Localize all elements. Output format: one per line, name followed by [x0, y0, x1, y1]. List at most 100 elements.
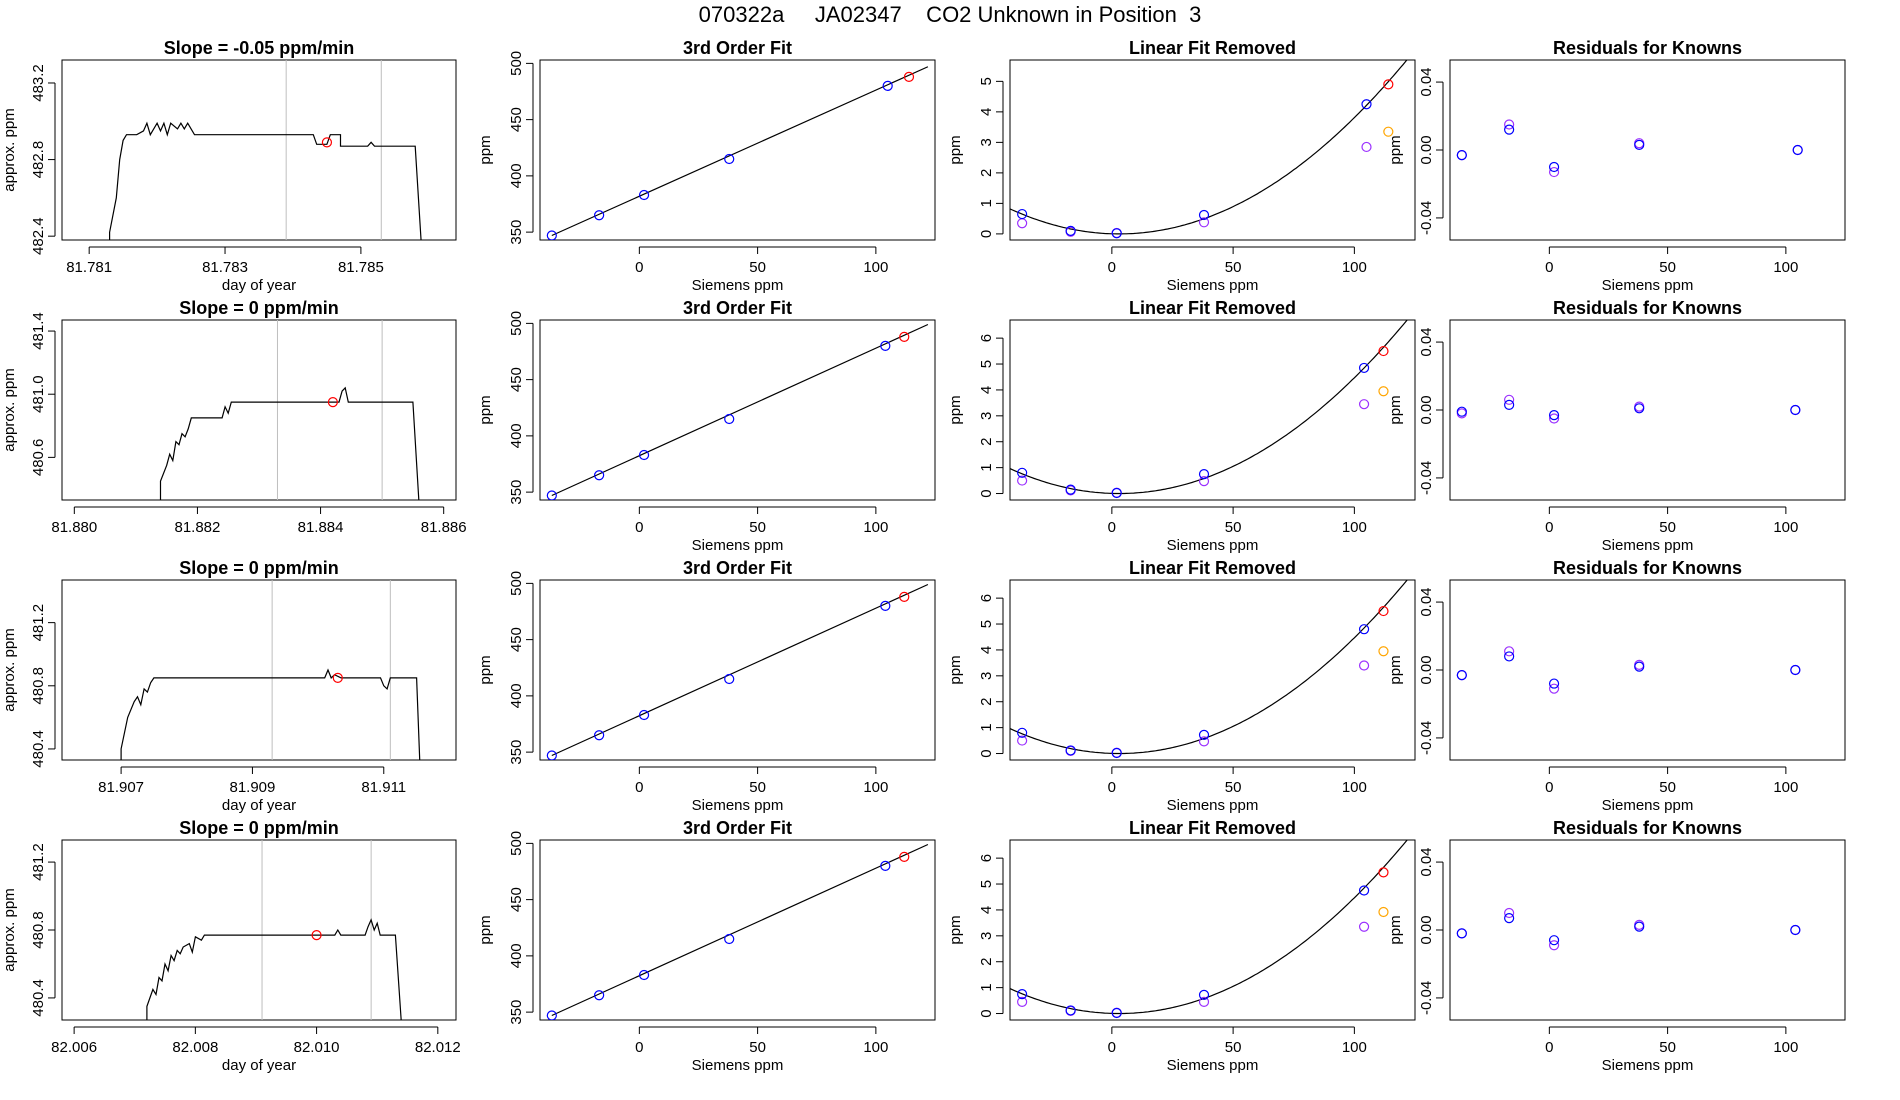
y-axis-label: ppm [947, 135, 964, 164]
x-tick-label: 50 [749, 519, 766, 536]
y-tick-label: 500 [508, 831, 525, 856]
panel-3-4: Residuals for Knowns 0 50 100 Siemens ppm -0.… [1387, 558, 1846, 814]
panel-2-2: 3rd Order Fit 0 50 100 Siemens ppm 350 400 450 5… [477, 298, 936, 554]
unknown-point [899, 331, 910, 342]
panel-title: Linear Fit Removed [1129, 38, 1296, 58]
y-tick-label: 4 [978, 906, 995, 914]
x-tick-label: 100 [863, 259, 888, 276]
y-tick-label: 483.2 [30, 64, 47, 102]
y-tick-label: 450 [508, 107, 525, 132]
residual-raw-point [1548, 413, 1560, 424]
x-tick-label: 81.886 [421, 519, 467, 536]
x-tick-label: 100 [1342, 259, 1367, 276]
y-tick-label: 6 [978, 854, 995, 862]
x-tick-label: 82.012 [415, 1039, 461, 1056]
plot-area [1010, 320, 1408, 499]
plot-frame [539, 579, 936, 761]
fit-line [551, 583, 929, 757]
plot-frame [61, 839, 457, 1021]
plot-area [1010, 580, 1408, 759]
y-tick-label: 500 [508, 51, 525, 76]
known-point [1358, 362, 1370, 374]
y-tick-label: 0.04 [1418, 327, 1435, 356]
panel-title: Linear Fit Removed [1129, 558, 1296, 578]
residual-point [1504, 124, 1515, 135]
x-tick-label: 50 [1659, 1039, 1676, 1056]
plot-frame [61, 319, 457, 501]
unknown-raw-point [1378, 646, 1389, 657]
x-tick-label: 81.880 [51, 519, 97, 536]
known-point [1111, 1007, 1122, 1019]
residual-point [1548, 678, 1560, 689]
fit-curve [1010, 580, 1408, 755]
known-point [594, 990, 605, 1001]
plot-area [546, 583, 929, 760]
y-tick-label: 480.4 [30, 730, 47, 768]
x-tick-label: 100 [1773, 519, 1798, 536]
residual-raw-point [1504, 907, 1515, 919]
x-axis-label: Siemens ppm [1602, 537, 1694, 554]
known-point [880, 600, 891, 611]
known-point [546, 490, 557, 500]
plot-frame [539, 839, 936, 1021]
y-tick-label: 481.0 [30, 375, 47, 413]
y-tick-label: 482.4 [30, 217, 47, 255]
x-tick-label: 0 [1545, 259, 1553, 276]
panel-1-1: Slope = -0.05 ppm/min 81.781 81.783 81.785 d… [1, 38, 457, 294]
known-point [546, 750, 557, 760]
x-tick-label: 81.909 [229, 779, 275, 796]
y-tick-label: 1 [978, 463, 995, 471]
y-tick-label: 5 [978, 360, 995, 368]
plot-frame [1449, 579, 1846, 761]
panel-title: Residuals for Knowns [1553, 38, 1742, 58]
x-tick-label: 50 [749, 779, 766, 796]
residual-raw-point [1504, 646, 1515, 657]
plot-frame [1449, 319, 1846, 501]
panel-2-1: Slope = 0 ppm/min 81.880 81.882 81.884 81.88… [1, 298, 467, 536]
y-tick-label: 480.8 [30, 911, 47, 949]
unknown-raw-point [1378, 386, 1389, 397]
x-tick-label: 0 [635, 779, 643, 796]
y-tick-label: 480.4 [30, 979, 47, 1017]
known-point [638, 449, 650, 461]
panel-2-4: Residuals for Knowns 0 50 100 Siemens ppm -0.… [1387, 298, 1846, 554]
x-tick-label: 100 [1773, 779, 1798, 796]
known-point [1017, 467, 1028, 478]
plot-frame [61, 579, 457, 761]
x-axis-label: Siemens ppm [1602, 797, 1694, 814]
y-axis-label: ppm [477, 135, 494, 164]
residual-point [1456, 669, 1467, 681]
x-axis-label: day of year [222, 1057, 296, 1074]
known-point [1358, 624, 1370, 635]
y-tick-label: 480.8 [30, 667, 47, 705]
y-tick-label: 1 [978, 199, 995, 207]
known-point [724, 933, 735, 945]
plot-frame [1449, 59, 1846, 241]
panel-title: 3rd Order Fit [683, 298, 792, 318]
x-axis-label: Siemens ppm [692, 1057, 784, 1074]
y-tick-label: 0 [978, 230, 995, 238]
x-tick-label: 50 [1225, 519, 1242, 536]
y-axis-label: ppm [947, 395, 964, 424]
known-point [1198, 469, 1210, 480]
residual-point [1504, 913, 1515, 924]
y-tick-label: 0.00 [1418, 655, 1435, 684]
x-axis-label: Siemens ppm [1167, 1057, 1259, 1074]
known-raw-point [1358, 921, 1370, 932]
panel-title: 3rd Order Fit [683, 818, 792, 838]
known-raw-point [1358, 660, 1370, 671]
fit-curve [1010, 60, 1408, 235]
known-raw-point [1198, 475, 1210, 487]
x-tick-label: 0 [1108, 1039, 1116, 1056]
residual-point [1456, 149, 1467, 161]
panel-3-3: Linear Fit Removed 0 50 100 Siemens ppm 0 1 2 3 4… [947, 558, 1416, 814]
x-tick-label: 81.884 [298, 519, 344, 536]
unknown-point [899, 591, 910, 602]
x-tick-label: 50 [1225, 779, 1242, 796]
y-tick-label: 0.04 [1418, 67, 1435, 96]
x-tick-label: 100 [1342, 519, 1367, 536]
known-point [594, 470, 605, 481]
y-tick-label: 500 [508, 571, 525, 596]
x-tick-label: 81.783 [202, 259, 248, 276]
fit-curve [1010, 320, 1408, 495]
